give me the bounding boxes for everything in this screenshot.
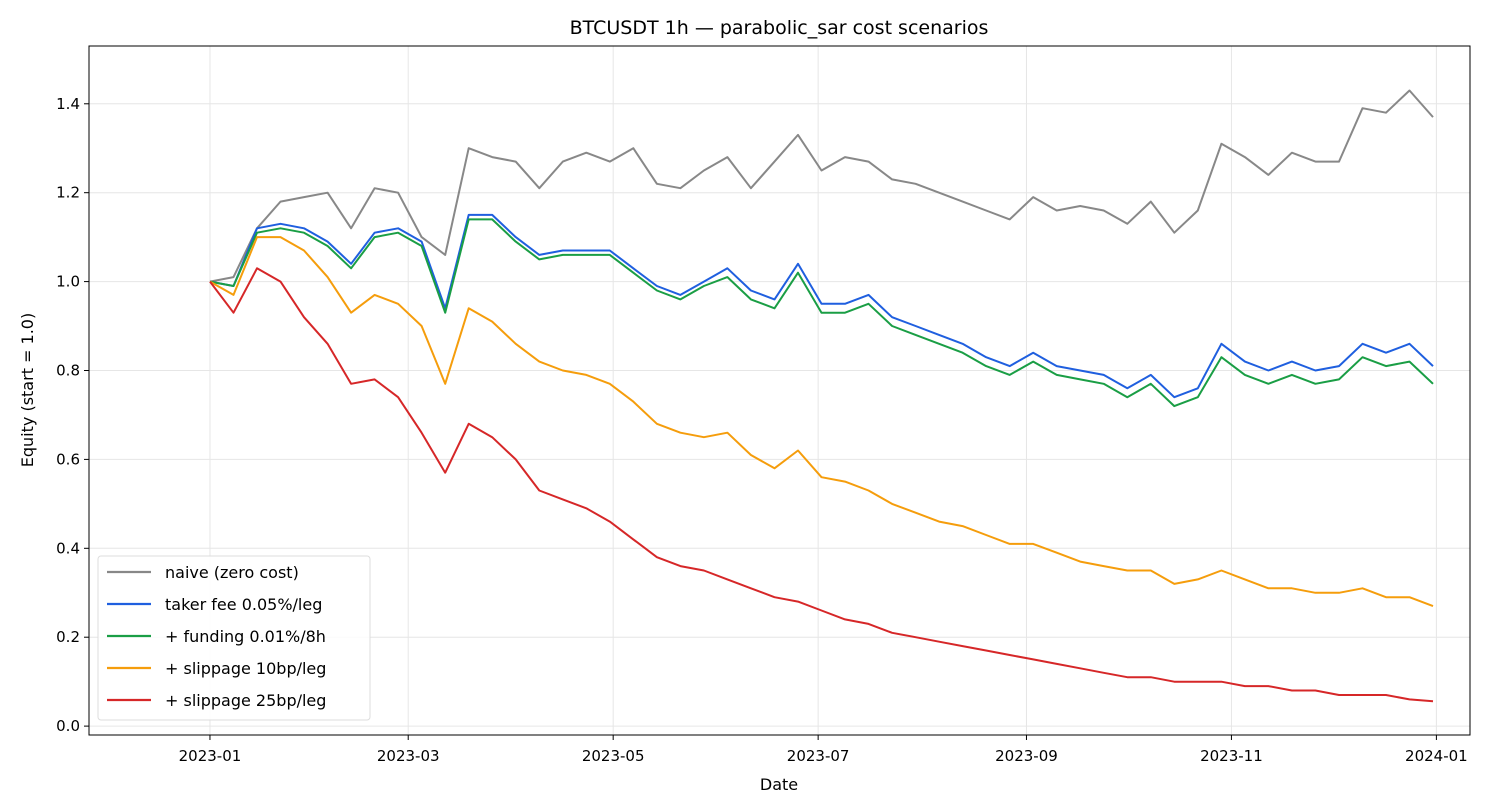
y-tick-label: 1.0 — [56, 273, 80, 291]
series-line-3 — [209, 218, 1434, 408]
series-line-1 — [209, 89, 1434, 283]
series-line-2 — [209, 213, 1434, 399]
y-tick-label: 0.4 — [56, 539, 80, 557]
legend-label: taker fee 0.05%/leg — [165, 595, 322, 614]
x-axis: 2023-01 2023-03 2023-05 2023-07 2023-09 2023-… — [179, 735, 1468, 765]
y-tick-label: 1.4 — [56, 95, 80, 113]
legend: naive (zero cost) taker fee 0.05%/leg + fu… — [97, 555, 371, 721]
x-tick-label: 2023-07 — [787, 747, 850, 765]
legend-label: naive (zero cost) — [165, 563, 299, 582]
x-tick-label: 2023-09 — [995, 747, 1058, 765]
x-axis-label: Date — [760, 775, 798, 794]
series-line-4 — [209, 236, 1434, 608]
x-tick-label: 2023-05 — [582, 747, 645, 765]
y-axis-label: Equity (start = 1.0) — [18, 313, 37, 467]
y-tick-label: 0.6 — [56, 450, 80, 468]
plot-frame — [88, 45, 1471, 736]
y-tick-label: 0.2 — [56, 628, 80, 646]
y-tick-label: 0.0 — [56, 717, 80, 735]
x-tick-label: 2024-01 — [1405, 747, 1468, 765]
legend-label: + funding 0.01%/8h — [165, 627, 326, 646]
y-tick-label: 1.2 — [56, 184, 80, 202]
y-tick-label: 0.8 — [56, 361, 80, 379]
x-tick-label: 2023-11 — [1200, 747, 1263, 765]
legend-frame — [97, 555, 371, 721]
y-axis: 0.0 0.2 0.4 0.6 0.8 1.0 1.2 1.4 — [56, 95, 89, 735]
series-line-5 — [209, 267, 1434, 703]
x-tick-label: 2023-03 — [377, 747, 440, 765]
grid — [89, 46, 1470, 735]
legend-label: + slippage 10bp/leg — [165, 659, 326, 678]
series-layer — [209, 89, 1434, 703]
x-tick-label: 2023-01 — [179, 747, 242, 765]
chart-title: BTCUSDT 1h — parabolic_sar cost scenario… — [570, 17, 989, 39]
legend-label: + slippage 25bp/leg — [165, 691, 326, 710]
